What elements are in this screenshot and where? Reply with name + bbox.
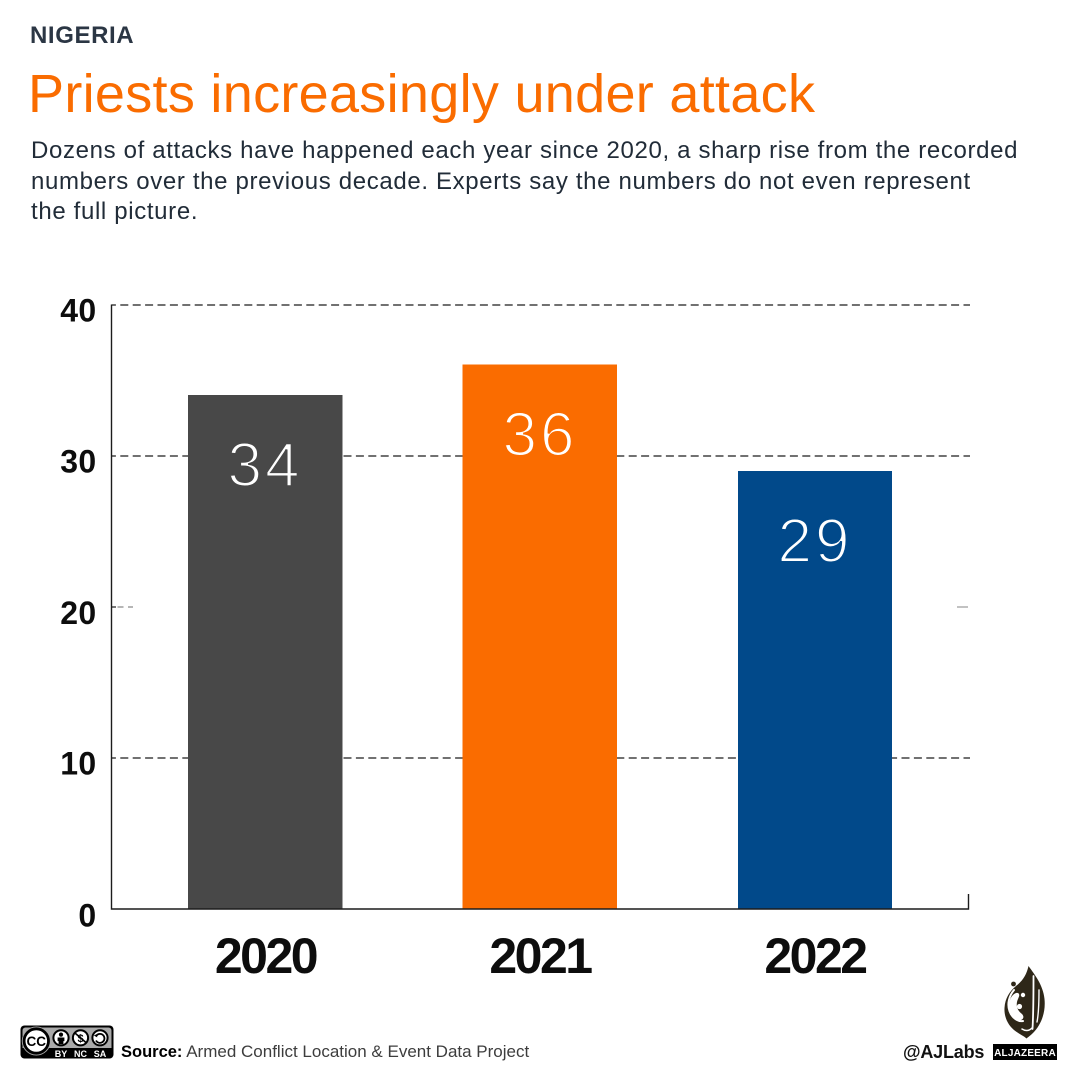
svg-text:30: 30 [60, 443, 96, 479]
svg-text:10: 10 [60, 745, 96, 781]
svg-text:2022: 2022 [764, 928, 866, 984]
svg-text:BY: BY [55, 1049, 68, 1059]
svg-text:2021: 2021 [489, 928, 592, 984]
svg-text:$: $ [77, 1033, 83, 1045]
svg-text:0: 0 [78, 897, 96, 933]
svg-text:ALJAZEERA: ALJAZEERA [994, 1048, 1056, 1059]
svg-text:SA: SA [94, 1049, 107, 1059]
svg-text:36: 36 [503, 401, 578, 470]
svg-text:2020: 2020 [215, 928, 317, 984]
svg-text:40: 40 [60, 292, 96, 328]
svg-text:34: 34 [228, 431, 303, 500]
svg-text:NC: NC [74, 1049, 87, 1059]
svg-text:20: 20 [60, 595, 96, 631]
svg-text:29: 29 [778, 507, 853, 576]
svg-text:CC: CC [27, 1034, 47, 1049]
